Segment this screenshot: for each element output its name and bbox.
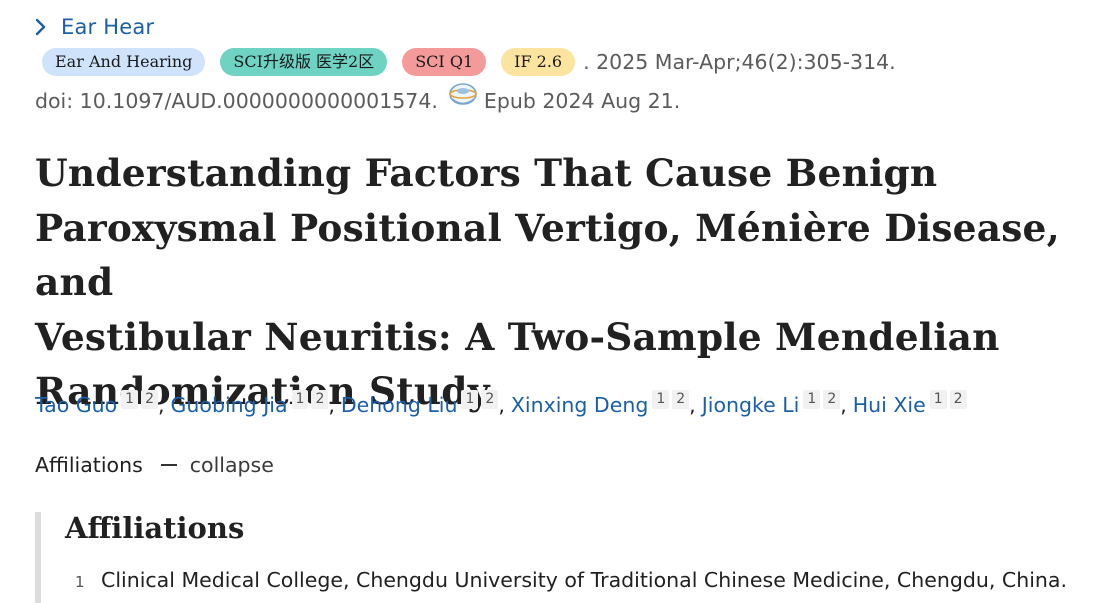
affiliations-heading: Affiliations <box>65 511 245 545</box>
author-link[interactable]: Hui Xie <box>852 393 926 417</box>
affiliations-toggle-label: Affiliations <box>35 453 143 477</box>
author-link[interactable]: Guobing Jia <box>170 393 288 417</box>
author-link[interactable]: Jiongke Li <box>701 393 800 417</box>
affiliation-ref[interactable]: 1 <box>291 390 309 409</box>
affiliation-ref[interactable]: 1 <box>803 390 821 409</box>
author-link[interactable]: Xinxing Deng <box>510 393 649 417</box>
affiliation-ref[interactable]: 2 <box>949 390 967 409</box>
collapse-minus-icon <box>160 464 177 466</box>
citation-row: Ear And Hearing SCI升级版 医学2区 SCI Q1 IF 2.… <box>42 47 896 77</box>
journal-badge: Ear And Hearing <box>42 48 206 76</box>
chevron-right-icon[interactable] <box>35 17 49 37</box>
doi-row: doi: 10.1097/AUD.0000000000001574. Epub … <box>35 83 681 116</box>
author-link[interactable]: Dehong Liu <box>340 393 458 417</box>
title-line-2: Paroxysmal Positional Vertigo, Ménière D… <box>35 205 1060 305</box>
sci-quartile-badge: SCI Q1 <box>402 48 487 76</box>
impact-factor-badge: IF 2.6 <box>501 48 576 76</box>
author-separator: , <box>498 393 505 417</box>
journal-link[interactable]: Ear Hear <box>61 15 155 39</box>
sci-tier-badge: SCI升级版 医学2区 <box>220 48 388 76</box>
author-link[interactable]: Tao Guo <box>35 393 118 417</box>
author-separator: , <box>689 393 696 417</box>
title-line-1: Understanding Factors That Cause Benign <box>35 151 938 195</box>
journal-row: Ear Hear <box>35 12 154 42</box>
affiliation-ref[interactable]: 1 <box>929 390 947 409</box>
title-line-4: Randomization Study <box>35 369 490 413</box>
affiliation-number: 1 <box>75 573 85 591</box>
title-line-3: Vestibular Neuritis: A Two-Sample Mendel… <box>35 314 1000 359</box>
epub-globe-icon <box>446 82 480 110</box>
author-separator: , <box>840 393 847 417</box>
citation-details: . 2025 Mar-Apr;46(2):305-314. <box>583 50 896 74</box>
affiliation-item: 1 Clinical Medical College, Chengdu Univ… <box>75 568 1067 592</box>
epub-date: Epub 2024 Aug 21. <box>483 89 681 113</box>
affiliation-ref[interactable]: 2 <box>672 390 690 409</box>
collapse-text: collapse <box>189 453 274 477</box>
author-separator: , <box>158 393 165 417</box>
affiliation-ref[interactable]: 1 <box>121 390 139 409</box>
affiliation-text: Clinical Medical College, Chengdu Univer… <box>101 568 1067 592</box>
affiliation-ref[interactable]: 2 <box>141 390 159 409</box>
doi-text: doi: 10.1097/AUD.0000000000001574. <box>35 89 438 113</box>
affiliations-toggle[interactable]: Affiliations collapse <box>35 451 274 479</box>
affiliation-ref[interactable]: 2 <box>481 390 499 409</box>
affiliation-ref[interactable]: 2 <box>311 390 329 409</box>
affiliations-panel: Affiliations 1 Clinical Medical College,… <box>35 511 1110 603</box>
affiliation-ref[interactable]: 1 <box>652 390 670 409</box>
author-separator: , <box>328 393 335 417</box>
affiliation-ref[interactable]: 1 <box>461 390 479 409</box>
affiliation-ref[interactable]: 2 <box>823 390 841 409</box>
article-title: Understanding Factors That Cause Benign … <box>35 146 1105 419</box>
